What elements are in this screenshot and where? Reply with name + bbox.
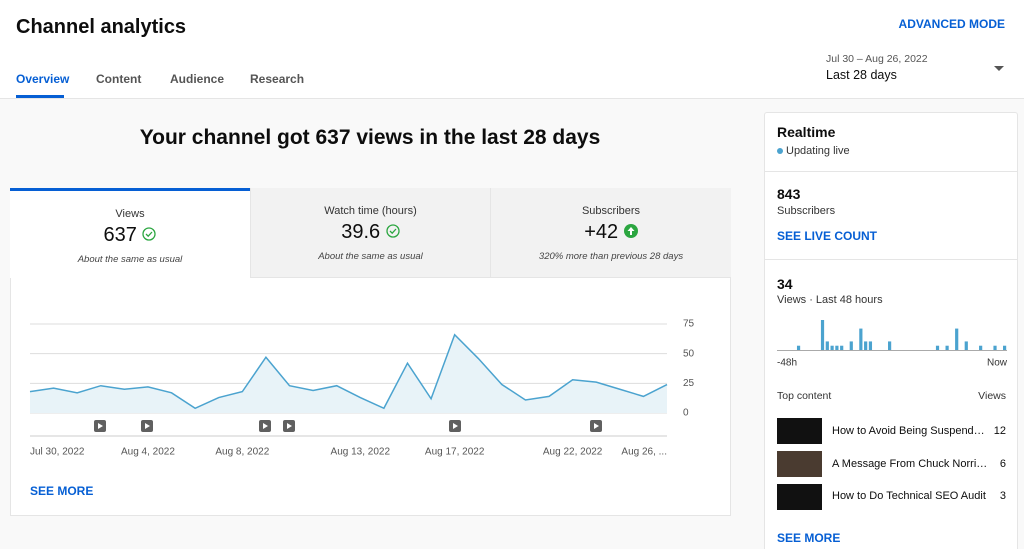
bar xyxy=(849,341,853,350)
video-views: 3 xyxy=(999,490,1006,502)
bar xyxy=(993,345,997,350)
thumbnail[interactable] xyxy=(777,484,822,510)
view-label: Views · Last 48 hours xyxy=(777,294,883,306)
video-title[interactable]: How to Do Technical SEO Audit xyxy=(832,490,986,502)
metric-note: About the same as usual xyxy=(77,254,183,265)
video-views: 12 xyxy=(993,425,1006,437)
subscriber-count: 843 xyxy=(777,186,801,202)
y-tick-label: 25 xyxy=(683,378,695,389)
x-tick-label: Aug 26, ... xyxy=(621,447,667,458)
metric-tab[interactable]: Watch time (hours) 39.6 About the same a… xyxy=(250,188,490,278)
metric-value: 637 xyxy=(10,224,250,247)
bar xyxy=(835,345,839,350)
metric-label: Views xyxy=(115,208,145,220)
top-content: Top content xyxy=(777,390,832,402)
bar xyxy=(859,328,863,350)
tab-indicator xyxy=(16,95,64,98)
see-more[interactable]: SEE MORE xyxy=(30,484,94,498)
x-tick-label: Jul 30, 2022 xyxy=(30,447,85,458)
date-range: Jul 30 – Aug 26, 2022 xyxy=(826,53,928,65)
metric-number: 637 xyxy=(103,224,137,246)
tab[interactable]: Audience xyxy=(170,72,225,86)
metric-tab[interactable]: Views 637 About the same as usual xyxy=(10,188,250,278)
live-dot xyxy=(777,148,783,154)
live-status: Updating live xyxy=(786,145,850,157)
divider xyxy=(764,171,1018,172)
bar xyxy=(825,341,829,350)
tab[interactable]: Research xyxy=(250,72,305,86)
see-more[interactable]: SEE MORE xyxy=(777,531,841,545)
metric-label: Watch time (hours) xyxy=(324,205,417,217)
x-tick-label: -48h xyxy=(777,358,797,369)
bar xyxy=(935,345,940,350)
realtime-title: Realtime xyxy=(777,124,836,140)
video-marker-play xyxy=(263,423,268,429)
video-title[interactable]: A Message From Chuck Norri… xyxy=(832,458,988,470)
thumbnail[interactable] xyxy=(777,451,822,477)
bar xyxy=(888,341,892,350)
bar xyxy=(840,345,844,350)
metric-value: +42 xyxy=(491,221,731,244)
see-live-count[interactable]: SEE LIVE COUNT xyxy=(777,229,878,243)
x-tick-label: Aug 17, 2022 xyxy=(425,447,485,458)
metric-note: 320% more than previous 28 days xyxy=(538,251,684,262)
check-icon xyxy=(386,224,400,238)
bar xyxy=(820,320,825,350)
views-header: Views xyxy=(978,390,1006,402)
video-views: 6 xyxy=(999,458,1006,470)
video-title[interactable]: How to Avoid Being Suspend… xyxy=(832,425,985,437)
video-marker-play xyxy=(98,423,103,429)
metric-number: 39.6 xyxy=(341,221,381,243)
video-marker-play xyxy=(287,423,292,429)
headline: Your channel got 637 views in the last 2… xyxy=(139,126,601,149)
view-count: 34 xyxy=(777,276,793,292)
bar xyxy=(955,328,959,350)
check-icon xyxy=(142,227,157,241)
line xyxy=(29,333,668,410)
x-tick-label: Aug 8, 2022 xyxy=(215,447,269,458)
metric-value: 39.6 xyxy=(251,221,490,244)
metric-label: Subscribers xyxy=(581,205,641,217)
tab[interactable]: Content xyxy=(96,72,142,86)
up-icon xyxy=(623,224,638,238)
divider xyxy=(0,98,1024,99)
x-tick-label: Aug 22, 2022 xyxy=(543,447,603,458)
period[interactable]: Last 28 days xyxy=(826,68,897,82)
subscriber-label: Subscribers xyxy=(777,205,836,217)
x-tick-label: Aug 4, 2022 xyxy=(121,447,175,458)
bar xyxy=(945,345,949,350)
bar xyxy=(796,345,801,350)
y-tick-label: 0 xyxy=(683,408,689,419)
page-title: Channel analytics xyxy=(16,16,187,38)
divider xyxy=(764,259,1018,260)
metric-tab[interactable]: Subscribers +42 320% more than previous … xyxy=(490,188,731,278)
bar xyxy=(964,341,968,350)
x-tick-label: Aug 13, 2022 xyxy=(331,447,391,458)
y-tick-label: 75 xyxy=(683,319,695,330)
bar xyxy=(1003,345,1007,350)
video-marker-play xyxy=(453,423,458,429)
line-area xyxy=(30,334,667,413)
metric-number: +42 xyxy=(584,221,619,243)
y-tick-label: 50 xyxy=(683,348,695,359)
advanced-mode[interactable]: ADVANCED MODE xyxy=(898,17,1005,31)
video-marker-play xyxy=(594,423,599,429)
dropdown-arrow[interactable] xyxy=(994,66,1004,72)
tab[interactable]: Overview xyxy=(16,72,70,86)
video-marker-play xyxy=(145,423,150,429)
x-tick-label: Now xyxy=(987,358,1008,369)
bar xyxy=(868,341,873,350)
thumbnail[interactable] xyxy=(777,418,822,444)
bar xyxy=(864,341,868,350)
metric-note: About the same as usual xyxy=(318,251,423,262)
bar xyxy=(830,345,834,350)
bar xyxy=(979,345,983,350)
